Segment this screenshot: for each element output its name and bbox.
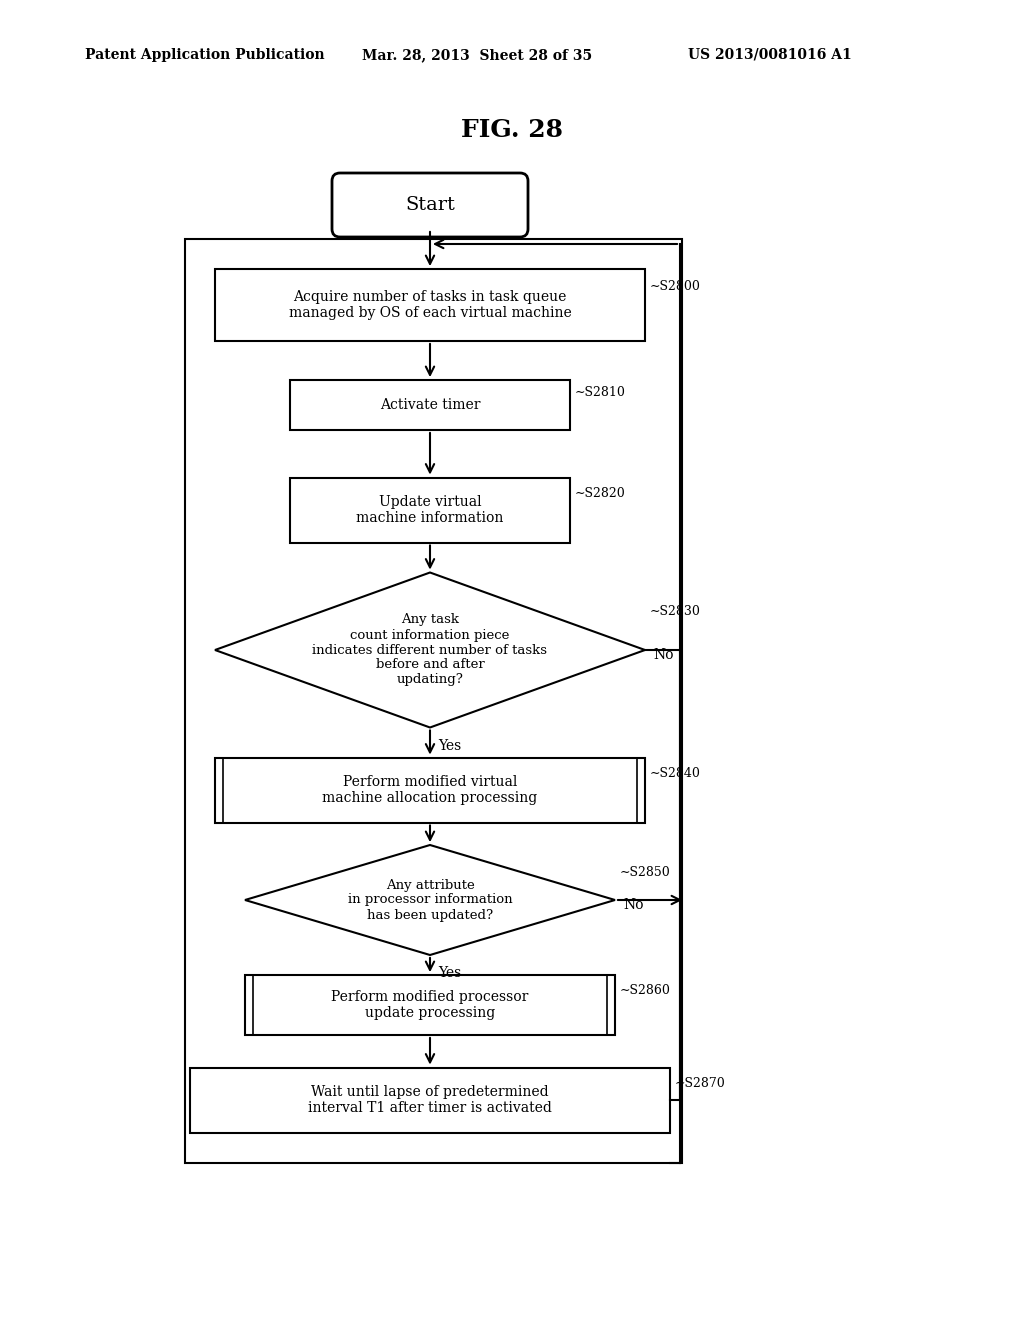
Text: ∼S2850: ∼S2850 <box>620 866 671 879</box>
Text: Wait until lapse of predetermined
interval T1 after timer is activated: Wait until lapse of predetermined interv… <box>308 1085 552 1115</box>
Text: ∼S2840: ∼S2840 <box>650 767 700 780</box>
FancyBboxPatch shape <box>332 173 528 238</box>
Polygon shape <box>245 845 615 954</box>
Text: Update virtual
machine information: Update virtual machine information <box>356 495 504 525</box>
Text: Acquire number of tasks in task queue
managed by OS of each virtual machine: Acquire number of tasks in task queue ma… <box>289 290 571 321</box>
Text: Any task
count information piece
indicates different number of tasks
before and : Any task count information piece indicat… <box>312 614 548 686</box>
Text: Mar. 28, 2013  Sheet 28 of 35: Mar. 28, 2013 Sheet 28 of 35 <box>362 48 592 62</box>
Text: Any attribute
in processor information
has been updated?: Any attribute in processor information h… <box>348 879 512 921</box>
Text: US 2013/0081016 A1: US 2013/0081016 A1 <box>688 48 852 62</box>
Text: Activate timer: Activate timer <box>380 399 480 412</box>
Text: ∼S2830: ∼S2830 <box>650 605 700 618</box>
Text: Start: Start <box>406 195 455 214</box>
Text: ∼S2810: ∼S2810 <box>575 385 626 399</box>
Bar <box>215 269 645 341</box>
Text: No: No <box>623 898 643 912</box>
Text: Perform modified processor
update processing: Perform modified processor update proces… <box>332 990 528 1020</box>
Bar <box>245 975 615 1035</box>
Text: ∼S2800: ∼S2800 <box>650 281 700 293</box>
Bar <box>185 239 682 1163</box>
Bar <box>290 478 570 543</box>
Text: Patent Application Publication: Patent Application Publication <box>85 48 325 62</box>
Text: No: No <box>653 648 674 663</box>
Text: Perform modified virtual
machine allocation processing: Perform modified virtual machine allocat… <box>323 775 538 805</box>
Text: Yes: Yes <box>438 738 461 752</box>
Text: FIG. 28: FIG. 28 <box>461 117 563 143</box>
Text: ∼S2860: ∼S2860 <box>620 983 671 997</box>
Text: ∼S2870: ∼S2870 <box>675 1077 726 1090</box>
Bar <box>190 1068 670 1133</box>
Polygon shape <box>215 573 645 727</box>
Bar <box>290 380 570 430</box>
Bar <box>215 758 645 822</box>
Text: ∼S2820: ∼S2820 <box>575 487 626 500</box>
Text: Yes: Yes <box>438 966 461 979</box>
